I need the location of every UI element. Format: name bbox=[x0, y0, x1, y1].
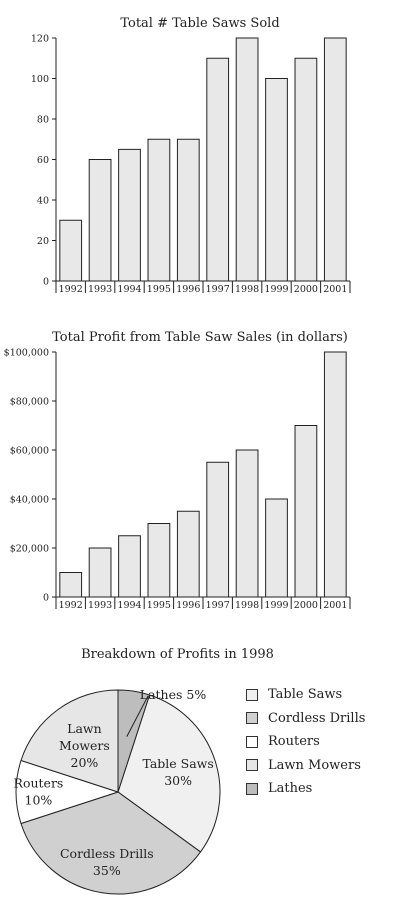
chart2-bar bbox=[235, 449, 259, 598]
pie-slice bbox=[117, 694, 221, 853]
pie-slice bbox=[117, 689, 151, 793]
pie-legend: Table Saws Cordless Drills Routers Lawn … bbox=[246, 683, 365, 801]
chart1-bar bbox=[176, 138, 200, 282]
chart2-y-tick-label: $40,000 bbox=[10, 495, 49, 506]
chart1-bar bbox=[235, 37, 259, 282]
chart2-x-tick-label: 2000 bbox=[294, 600, 318, 611]
chart2-bar bbox=[176, 510, 200, 598]
legend-item-table-saws: Table Saws bbox=[246, 683, 365, 707]
legend-item-lawn-mowers: Lawn Mowers bbox=[246, 754, 365, 778]
chart1-y-tick-label: 80 bbox=[37, 115, 49, 126]
chart1-x-tick-label: 1992 bbox=[59, 284, 83, 295]
chart1-bar bbox=[59, 219, 83, 282]
chart1-x-tick-label: 1993 bbox=[88, 284, 112, 295]
pie-slice-label: Lawn bbox=[67, 721, 102, 736]
chart2-bar bbox=[118, 535, 141, 598]
chart1-x-tick-label: 1994 bbox=[117, 284, 141, 295]
chart1-y-tick-label: 100 bbox=[31, 74, 49, 85]
chart2-y-tick-label: $20,000 bbox=[10, 544, 49, 555]
chart1-x-tick-label: 2001 bbox=[323, 284, 347, 295]
chart1-title: Total # Table Saws Sold bbox=[120, 16, 280, 31]
chart2-title: Total Profit from Table Saw Sales (in do… bbox=[52, 330, 348, 345]
legend-label: Lawn Mowers bbox=[268, 757, 361, 773]
legend-item-routers: Routers bbox=[246, 730, 365, 754]
chart2-x-tick-label: 1993 bbox=[88, 600, 112, 611]
pie-slice-label: 35% bbox=[93, 863, 121, 878]
legend-label: Lathes bbox=[268, 781, 313, 797]
chart2-bar bbox=[147, 523, 171, 598]
chart2-bar bbox=[294, 425, 318, 598]
chart2-x-tick-label: 1998 bbox=[235, 600, 259, 611]
pie-slice-label: 30% bbox=[164, 773, 192, 788]
chart1-bar bbox=[265, 78, 288, 282]
pie-slice-label: Lathes 5% bbox=[140, 687, 207, 702]
pie-title: Breakdown of Profits in 1998 bbox=[81, 647, 274, 662]
pie-slice-label: Table Saws bbox=[142, 756, 213, 771]
legend-item-lathes: Lathes bbox=[246, 777, 365, 801]
chart2-y-tick-label: 0 bbox=[43, 593, 49, 604]
legend-item-cordless-drills: Cordless Drills bbox=[246, 707, 365, 731]
chart1-x-tick-label: 1999 bbox=[264, 284, 288, 295]
legend-swatch bbox=[246, 759, 258, 772]
chart1-bar bbox=[147, 138, 171, 282]
chart1-y-tick-label: 20 bbox=[37, 236, 49, 247]
chart1-bar bbox=[294, 57, 318, 282]
chart1-x-tick-label: 1995 bbox=[147, 284, 171, 295]
pie-slice bbox=[20, 689, 119, 793]
chart2-bar bbox=[206, 461, 230, 598]
pie-slice-label: 10% bbox=[25, 793, 53, 808]
pie-leader-line bbox=[126, 695, 149, 737]
chart1-bar bbox=[206, 57, 230, 282]
chart1-bar bbox=[88, 159, 112, 282]
pie-svg: Table Saws 30% Cordless Drills 35% Routers 10… bbox=[14, 687, 221, 895]
chart1-x-tick-label: 1998 bbox=[235, 284, 259, 295]
legend-swatch bbox=[246, 735, 258, 748]
pie-slice-label: Mowers bbox=[59, 738, 110, 753]
legend-label: Table Saws bbox=[268, 687, 343, 703]
chart2-x-tick-label: 1999 bbox=[264, 600, 288, 611]
chart1-x-tick-label: 1997 bbox=[206, 284, 230, 295]
pie-slice bbox=[20, 791, 202, 895]
legend-swatch bbox=[246, 712, 258, 725]
chart2-x-tick-label: 1995 bbox=[147, 600, 171, 611]
chart2-x-tick-label: 1994 bbox=[117, 600, 141, 611]
chart2-y-tick-label: $60,000 bbox=[10, 446, 49, 457]
legend-label: Cordless Drills bbox=[268, 710, 366, 726]
legend-label: Routers bbox=[268, 734, 320, 750]
chart1-y-tick-label: 40 bbox=[37, 196, 49, 207]
chart2-x-tick-label: 1997 bbox=[206, 600, 230, 611]
chart2-x-tick-label: 1992 bbox=[59, 600, 83, 611]
chart2-y-tick-label: $100,000 bbox=[4, 348, 49, 359]
chart2-x-tick-label: 1996 bbox=[176, 600, 200, 611]
chart1-x-tick-label: 2000 bbox=[294, 284, 318, 295]
pie-slice-label: Routers bbox=[14, 776, 64, 791]
chart1-y-tick-label: 0 bbox=[43, 277, 49, 288]
chart1-bar bbox=[323, 37, 347, 282]
chart1-bar bbox=[118, 148, 141, 282]
legend-swatch bbox=[246, 782, 258, 795]
chart2-bar bbox=[88, 547, 112, 598]
chart2-svg: 0 $20,000 $40,000 $60,000 $80,000 $100,000 199… bbox=[4, 348, 351, 611]
chart1-svg: 0 20 40 60 80 100 120 1992 1993 1994 1995 1996 1997 1… bbox=[31, 34, 351, 295]
chart1-y-tick-label: 120 bbox=[31, 34, 49, 45]
chart2-bar bbox=[323, 351, 347, 598]
chart2-x-tick-label: 2001 bbox=[323, 600, 347, 611]
chart2-bar bbox=[59, 572, 83, 598]
chart2-bar bbox=[265, 498, 288, 598]
chart2-y-tick-label: $80,000 bbox=[10, 397, 49, 408]
legend-swatch bbox=[246, 688, 258, 701]
chart1-y-tick-label: 60 bbox=[37, 155, 49, 166]
pie-slice-label: 20% bbox=[71, 755, 99, 770]
chart1-x-tick-label: 1996 bbox=[176, 284, 200, 295]
pie-slice-label: Cordless Drills bbox=[60, 846, 154, 861]
